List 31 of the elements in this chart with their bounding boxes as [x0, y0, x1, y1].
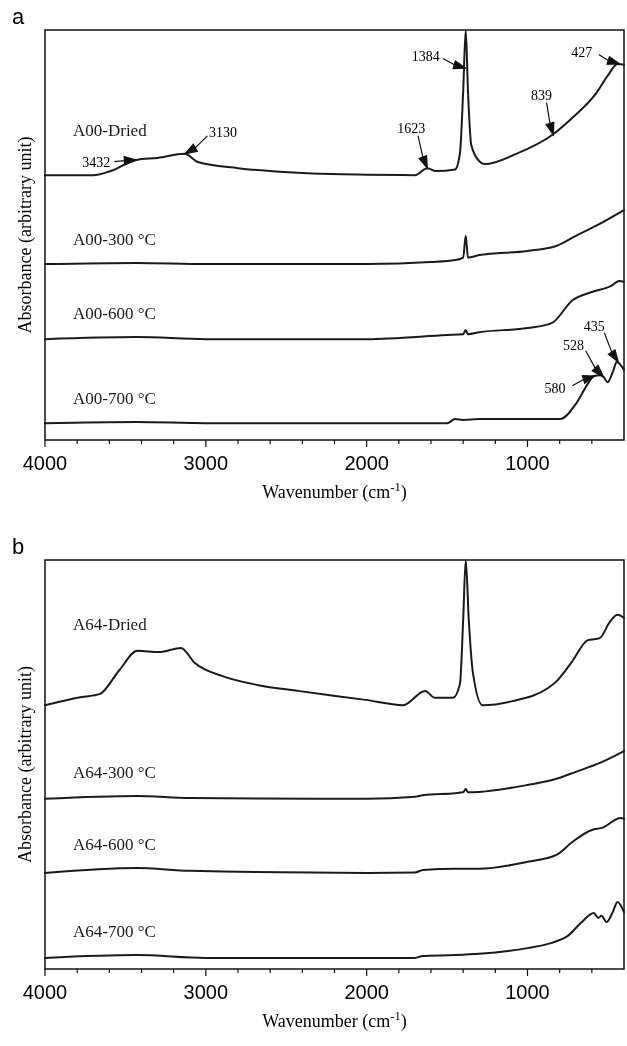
annotation: 427	[571, 45, 593, 61]
x-axis-title: Wavenumber (cm$^{-1}$)	[262, 1009, 407, 1032]
x-tick-label: 3000	[183, 981, 229, 1003]
series-label: A64-300 °C	[73, 762, 156, 782]
annotation: 1623	[397, 121, 426, 137]
series-label: A64-Dried	[73, 614, 148, 634]
y-axis-title: Absorbance (arbitrary unit)	[15, 136, 36, 334]
annotation: 528	[562, 337, 584, 353]
series-label: A00-300 °C	[73, 229, 156, 249]
annotation: 580	[544, 381, 566, 397]
series-label: A00-Dried	[73, 120, 148, 140]
annotation: 1384	[411, 49, 440, 65]
y-axis-title: Absorbance (arbitrary unit)	[15, 666, 36, 863]
x-tick-label: 2000	[344, 452, 389, 474]
annotation: 839	[530, 87, 552, 103]
annotation: 435	[583, 319, 605, 335]
x-tick-label: 4000	[22, 452, 68, 474]
x-axis-title: Wavenumber (cm$^{-1}$)	[262, 480, 407, 503]
annotation: 3130	[208, 124, 237, 140]
x-tick-label: 3000	[183, 452, 229, 474]
chart-title: a	[12, 4, 25, 29]
series-label: A64-700 °C	[73, 922, 156, 942]
series-label: A64-600 °C	[73, 834, 156, 854]
x-tick-label: 2000	[344, 981, 389, 1003]
annotation: 3432	[82, 154, 111, 170]
x-tick-label: 1000	[505, 452, 550, 474]
series-label: A00-600 °C	[73, 304, 156, 324]
x-tick-label: 1000	[505, 981, 550, 1003]
x-tick-label: 4000	[22, 981, 68, 1003]
chart-title: b	[12, 534, 25, 559]
series-label: A00-700 °C	[73, 388, 156, 408]
